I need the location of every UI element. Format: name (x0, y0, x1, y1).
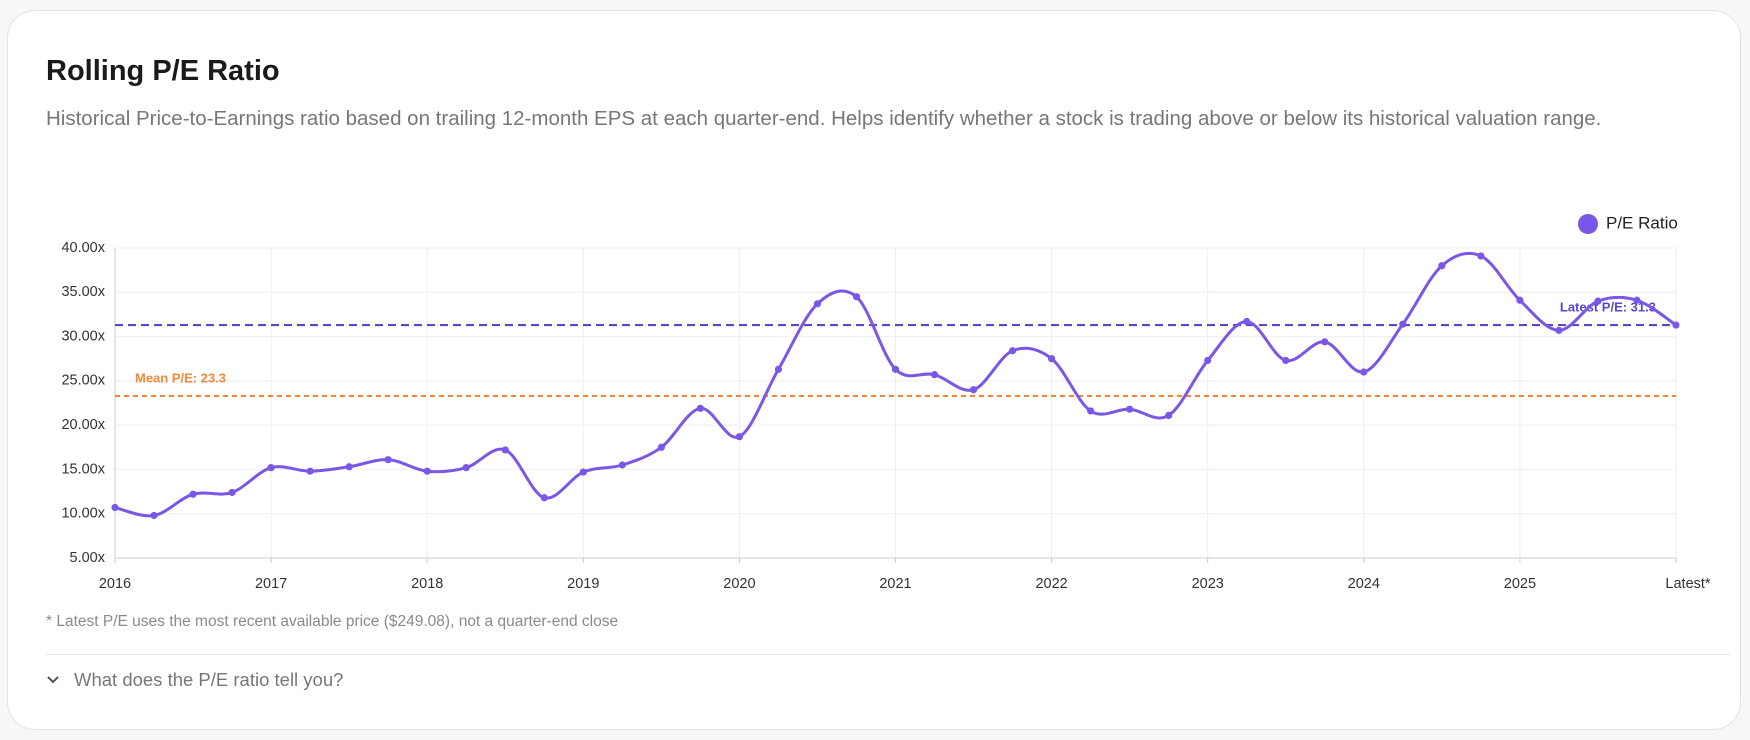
x-tick-label: 2016 (99, 576, 131, 592)
data-point (1438, 262, 1446, 270)
data-point (1008, 347, 1017, 355)
data-point (189, 490, 197, 498)
data-point (1282, 356, 1290, 365)
data-point (1321, 338, 1329, 346)
data-point (540, 494, 548, 502)
x-tick-label: 2018 (411, 576, 443, 592)
data-point (969, 386, 978, 394)
chart-title: Rolling P/E Ratio (46, 55, 280, 87)
data-point (228, 488, 236, 497)
y-tick-label: 25.00x (61, 373, 105, 389)
legend-label: P/E Ratio (1606, 213, 1678, 232)
y-tick-label: 30.00x (61, 328, 105, 344)
y-tick-label: 15.00x (61, 461, 105, 477)
x-tick-label: 2025 (1504, 576, 1536, 592)
data-point (1087, 407, 1095, 415)
data-point (111, 503, 119, 512)
chevron-icon (47, 676, 59, 684)
data-point (1165, 411, 1173, 419)
x-tick-label: Latest* (1665, 576, 1710, 592)
data-point (930, 371, 939, 379)
data-point (1126, 405, 1134, 413)
data-point (345, 463, 353, 471)
x-tick-label: 2017 (255, 576, 287, 592)
x-tick-label: 2022 (1035, 576, 1067, 592)
data-point (423, 467, 431, 475)
data-point (618, 461, 626, 469)
x-tick-label: 2023 (1192, 576, 1224, 592)
y-tick-label: 5.00x (70, 550, 106, 566)
data-point (1243, 317, 1251, 326)
data-point (774, 365, 783, 373)
expander-label[interactable]: What does the P/E ratio tell you? (74, 669, 344, 690)
data-point (501, 446, 509, 454)
y-tick-label: 35.00x (61, 284, 105, 300)
data-point (267, 464, 275, 472)
x-tick-label: 2019 (567, 576, 599, 592)
data-point (813, 300, 822, 308)
x-tick-label: 2020 (723, 576, 755, 592)
chart-subtitle: Historical Price-to-Earnings ratio based… (46, 107, 1602, 130)
data-point (1204, 356, 1212, 365)
reference-label: Mean P/E: 23.3 (135, 370, 226, 385)
data-point (1555, 326, 1563, 334)
data-point (462, 464, 470, 472)
data-point (1594, 297, 1602, 305)
data-point (1048, 355, 1056, 363)
y-tick-label: 40.00x (61, 240, 105, 256)
data-point (306, 467, 314, 475)
data-point (735, 433, 744, 441)
data-point (384, 456, 392, 464)
x-tick-label: 2024 (1348, 576, 1380, 592)
data-point (1360, 368, 1368, 376)
data-point (1516, 296, 1524, 304)
footnote: * Latest P/E uses the most recent availa… (46, 613, 619, 630)
chart: 5.00x 10.00x 15.00x 20.00x 25.00x 30.00x 35.00… (61, 213, 1710, 592)
card: Rolling P/E Ratio Historical Price-to-Ea… (7, 10, 1741, 730)
data-point (150, 511, 158, 520)
x-tick-label: 2021 (879, 576, 911, 592)
data-point (696, 404, 704, 412)
data-point (657, 443, 665, 451)
data-point (852, 293, 861, 301)
data-point (1633, 296, 1641, 304)
data-point (1477, 252, 1485, 260)
y-tick-label: 20.00x (61, 417, 105, 433)
data-point (891, 365, 900, 373)
data-point (1672, 321, 1680, 329)
data-point (1399, 320, 1407, 328)
separator (46, 654, 1730, 655)
expander[interactable]: What does the P/E ratio tell you? (46, 669, 343, 691)
legend-swatch (1578, 214, 1598, 234)
data-point (579, 468, 587, 476)
y-tick-label: 10.00x (61, 506, 105, 522)
